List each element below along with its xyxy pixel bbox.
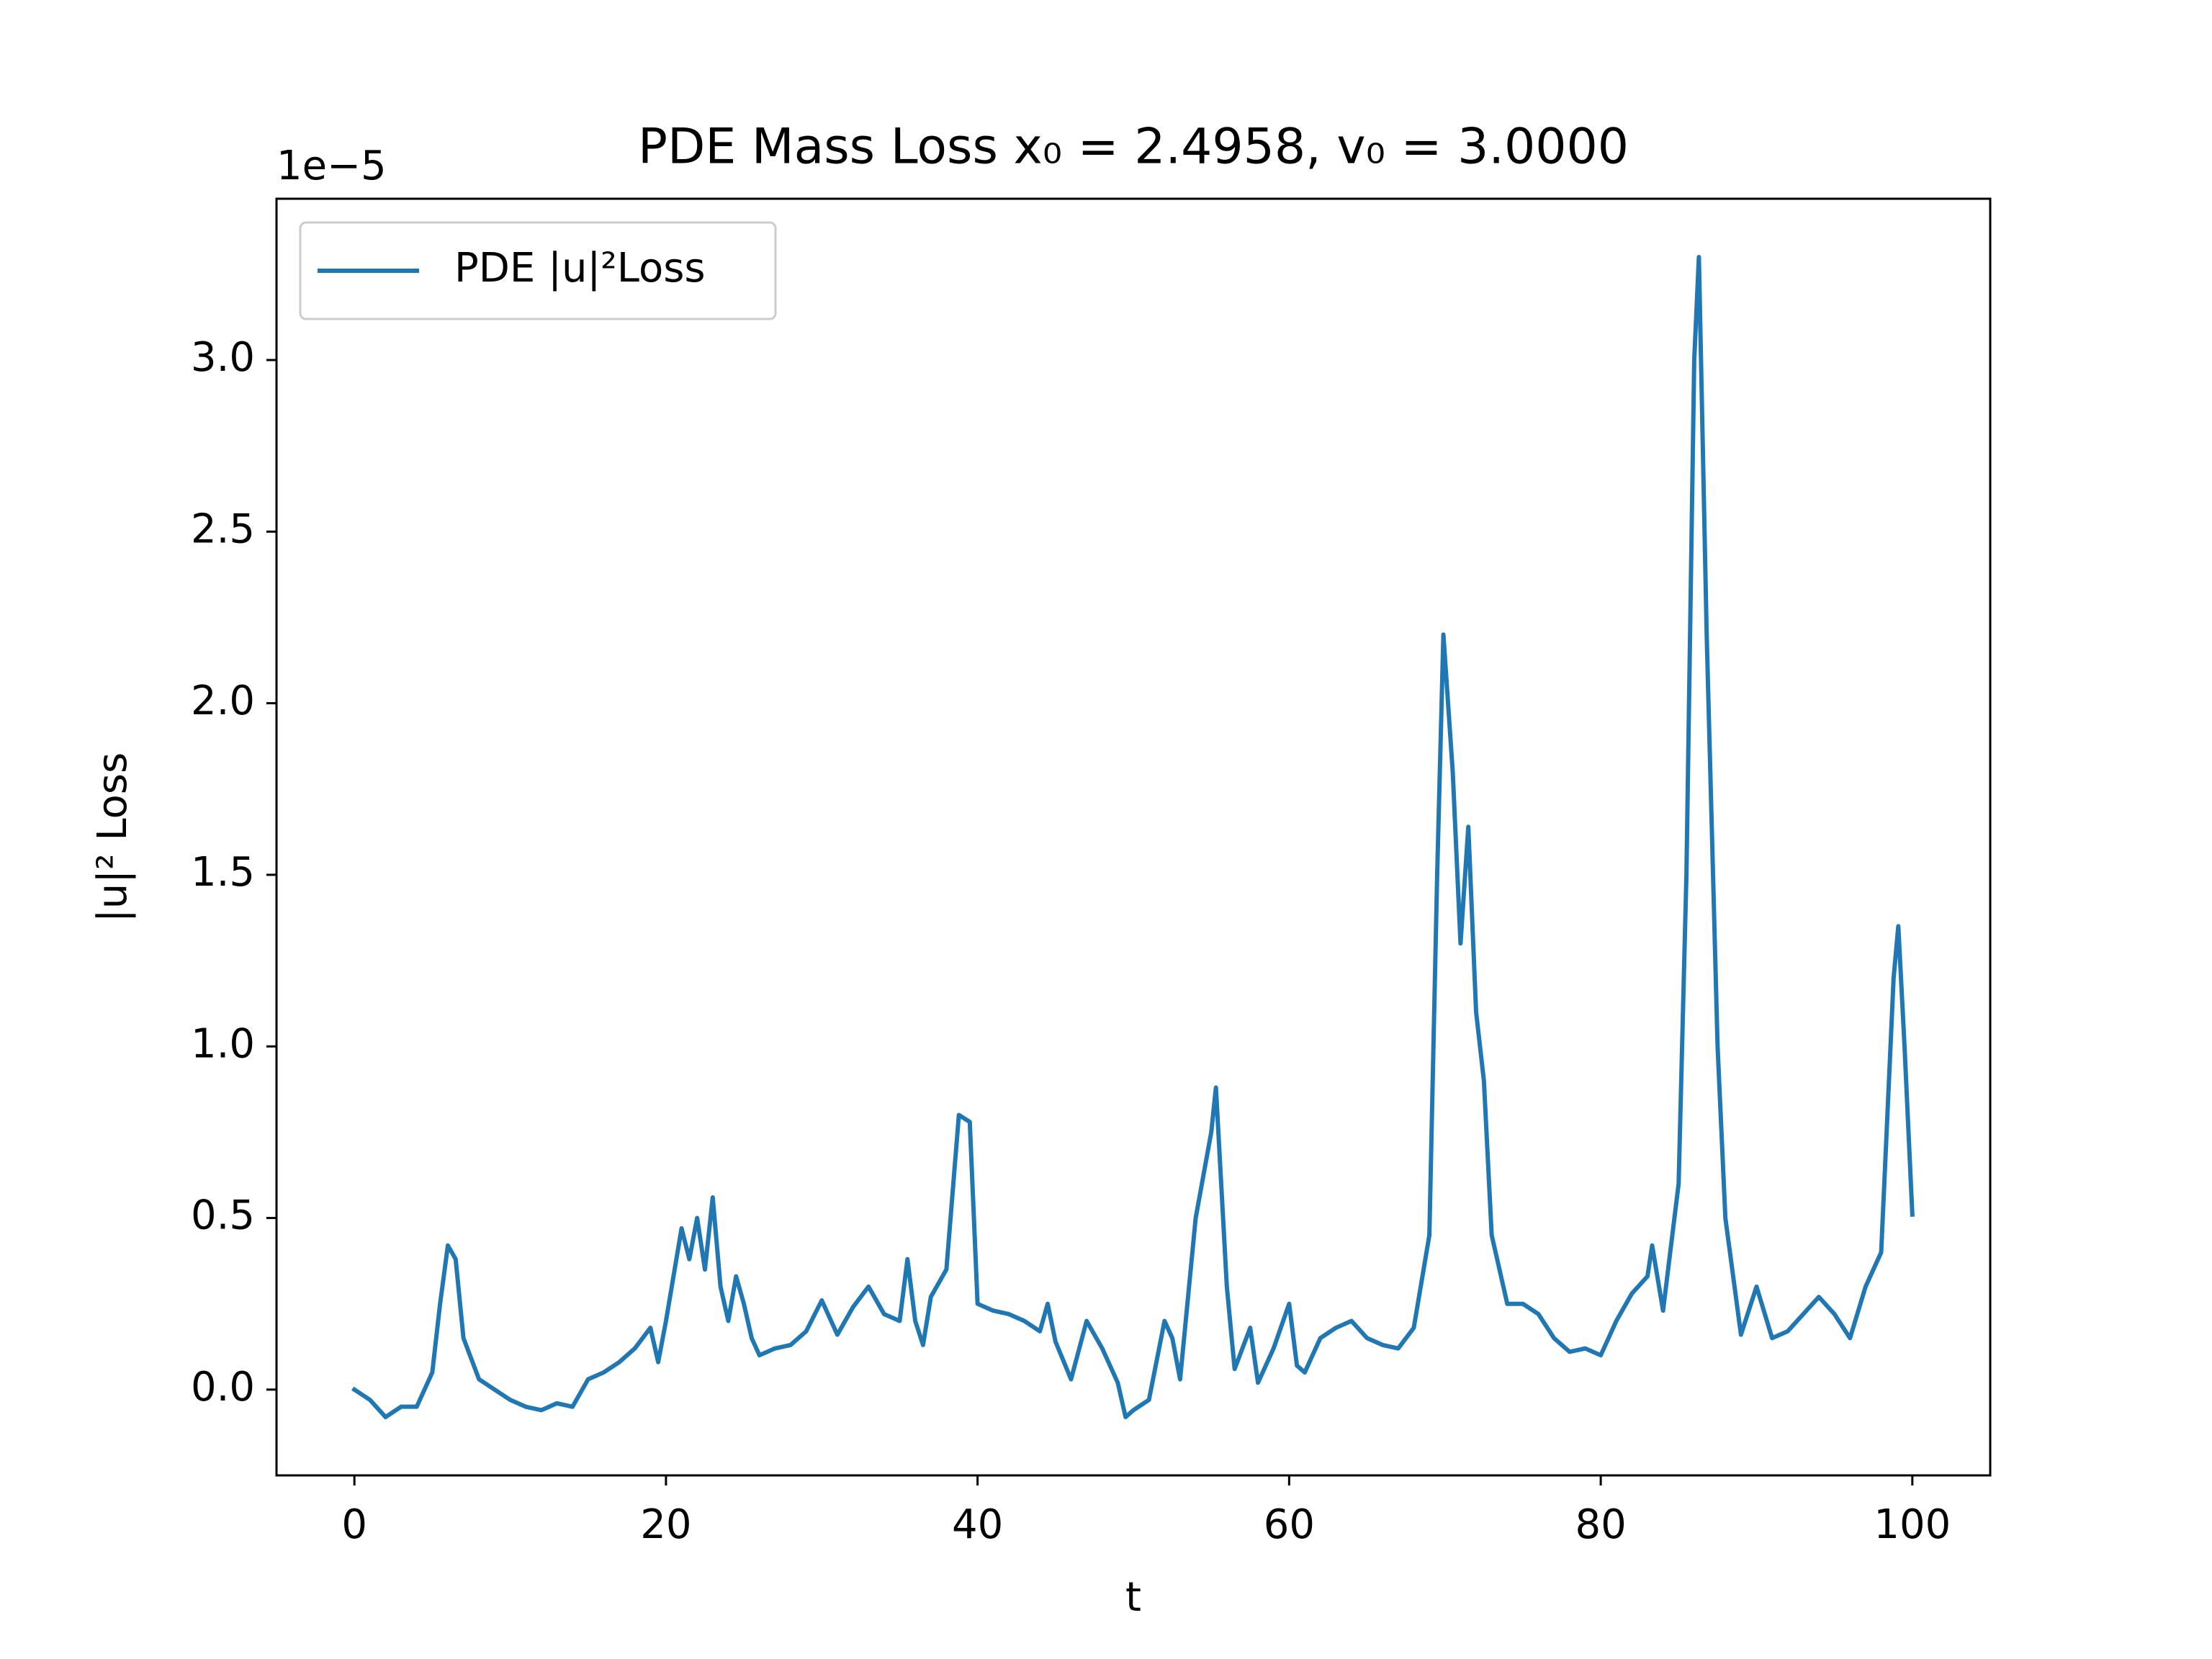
legend-label: PDE |u|²Loss [454,245,706,292]
y-axis-label: |u|² Loss [89,752,136,922]
legend-box [299,221,777,320]
x-tick-label: 60 [1264,1501,1315,1548]
y-offset-text: 1e−5 [276,143,387,189]
x-tick-label: 80 [1575,1501,1626,1548]
y-tick-label: 2.0 [191,678,255,724]
chart-title: PDE Mass Loss x₀ = 2.4958, v₀ = 3.0000 [638,119,1629,176]
y-tick-label: 1.0 [191,1020,255,1067]
y-tick-label: 1.5 [191,849,255,896]
data-line [351,255,1915,1419]
x-tick-label: 20 [640,1501,691,1548]
y-tick-label: 3.0 [191,334,255,381]
y-tick-label: 2.5 [191,505,255,552]
axes-frame [275,197,1992,1477]
x-axis-label: t [1125,1574,1141,1621]
x-tick-label: 40 [952,1501,1003,1548]
y-tick-label: 0.0 [191,1364,255,1411]
y-tick-label: 0.5 [191,1192,255,1239]
x-tick-label: 100 [1874,1501,1951,1548]
x-tick-label: 0 [341,1501,367,1548]
